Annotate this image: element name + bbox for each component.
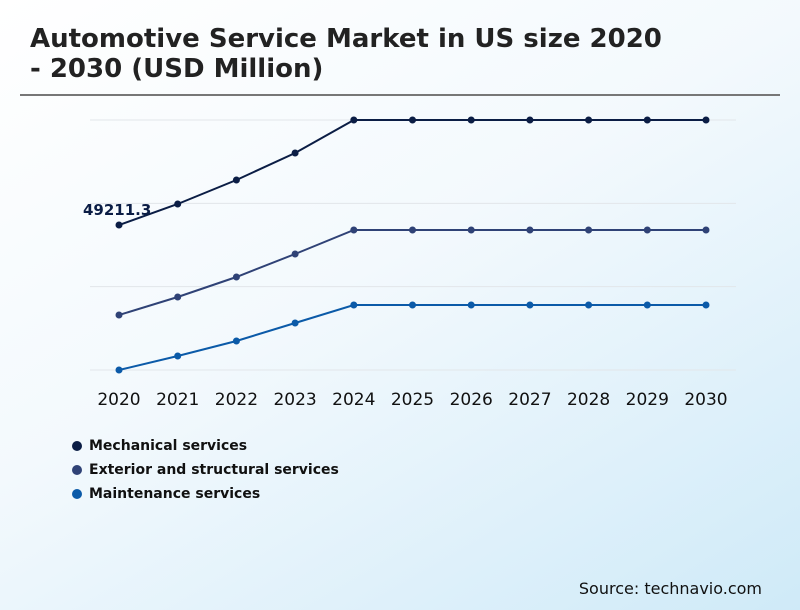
legend-label: Mechanical services xyxy=(89,438,248,454)
x-tick-label: 2023 xyxy=(273,390,316,410)
data-point xyxy=(409,226,416,234)
data-point xyxy=(115,366,123,374)
x-tick-label: 2021 xyxy=(156,390,199,410)
data-point xyxy=(409,116,416,124)
data-point xyxy=(115,311,123,319)
title-divider xyxy=(20,94,780,96)
x-tick-label: 2029 xyxy=(626,390,669,410)
legend-item: Exterior and structural services xyxy=(72,458,339,482)
data-point xyxy=(526,116,534,124)
data-point xyxy=(291,250,299,258)
legend: Mechanical services Exterior and structur… xyxy=(72,434,339,506)
data-point xyxy=(702,301,710,309)
data-point xyxy=(643,301,651,309)
data-point xyxy=(585,301,593,309)
series-line xyxy=(118,119,706,226)
data-point xyxy=(585,116,593,124)
x-tick-label: 2030 xyxy=(684,390,727,410)
x-tick-label: 2020 xyxy=(97,390,140,410)
data-point xyxy=(232,176,240,184)
x-tick-label: 2024 xyxy=(332,390,375,410)
data-point xyxy=(467,301,475,309)
data-point xyxy=(350,116,358,124)
source-text: Source: technavio.com xyxy=(578,579,762,598)
line-chart: 2020 2021 2022 2023 2024 2025 2026 2027 2028 2029… xyxy=(83,116,736,410)
data-point xyxy=(643,116,651,124)
data-point xyxy=(643,226,651,234)
data-point xyxy=(350,226,358,234)
data-point xyxy=(174,352,182,360)
data-point xyxy=(232,337,240,345)
legend-marker xyxy=(72,489,82,499)
legend-label: Maintenance services xyxy=(89,486,261,502)
data-point xyxy=(526,226,534,234)
data-point xyxy=(467,116,475,124)
series-line xyxy=(118,304,706,371)
legend-item: Mechanical services xyxy=(72,434,339,458)
x-tick-label: 2027 xyxy=(508,390,551,410)
data-point xyxy=(174,293,182,301)
legend-marker xyxy=(72,465,82,475)
legend-item: Maintenance services xyxy=(72,482,339,506)
chart-title: Automotive Service Market in US size 202… xyxy=(30,24,662,84)
data-label: 49211.3 xyxy=(83,201,151,219)
x-tick-label: 2025 xyxy=(391,390,434,410)
data-point xyxy=(702,116,710,124)
data-point xyxy=(232,273,240,281)
data-point xyxy=(115,221,123,229)
data-point xyxy=(174,200,182,208)
data-point xyxy=(702,226,710,234)
data-point xyxy=(291,149,299,157)
data-point xyxy=(526,301,534,309)
legend-label: Exterior and structural services xyxy=(89,462,339,478)
data-point xyxy=(291,319,299,327)
data-point xyxy=(467,226,475,234)
x-tick-label: 2022 xyxy=(215,390,258,410)
data-point xyxy=(350,301,358,309)
x-tick-label: 2026 xyxy=(450,390,493,410)
data-point xyxy=(409,301,416,309)
data-point xyxy=(585,226,593,234)
legend-marker xyxy=(72,441,82,451)
x-tick-label: 2028 xyxy=(567,390,610,410)
